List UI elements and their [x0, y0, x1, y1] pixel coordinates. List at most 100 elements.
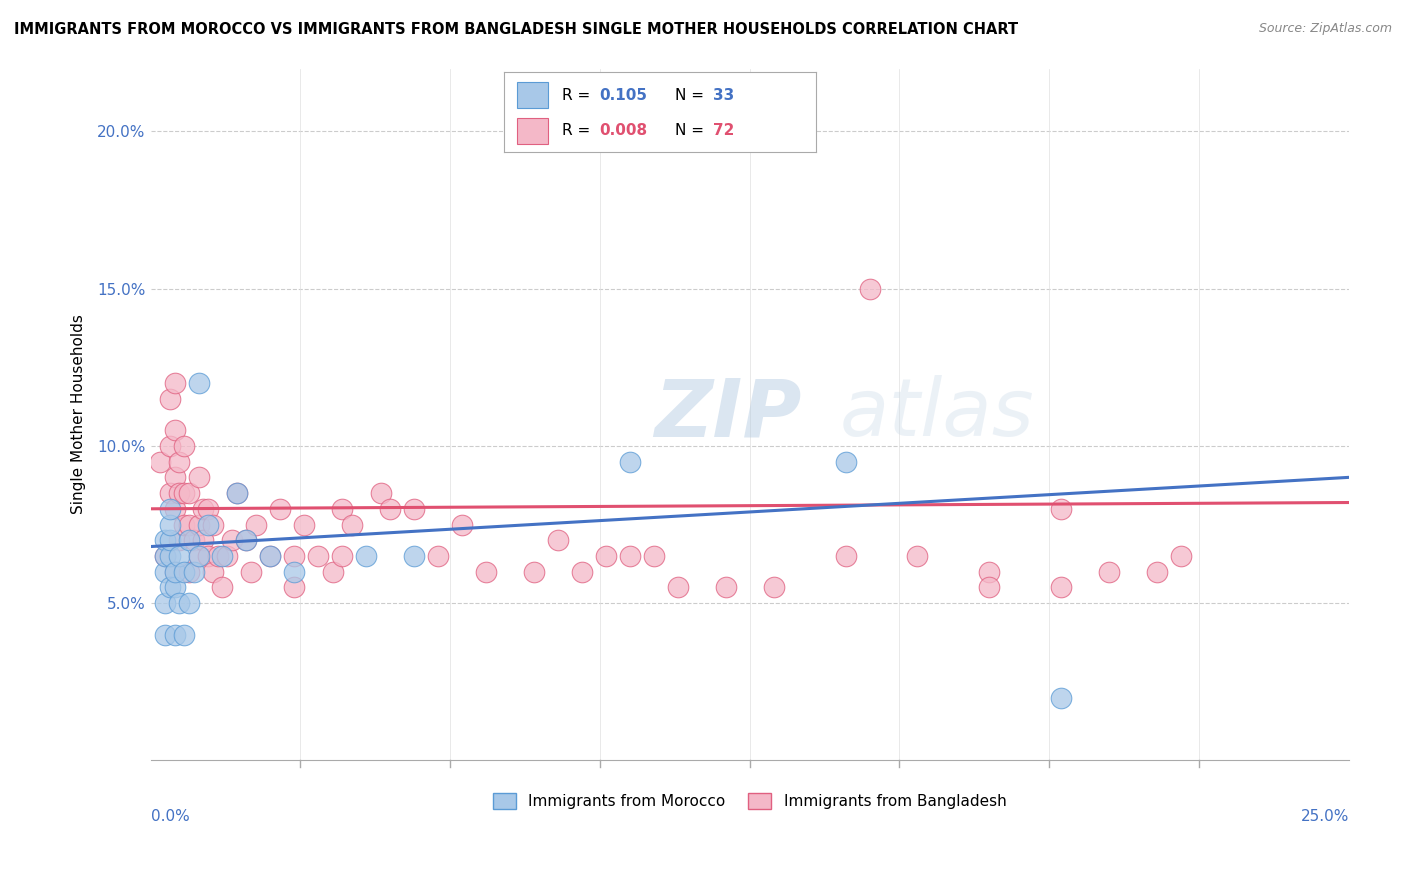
Point [187, 549, 209, 563]
Point [159, 581, 181, 595]
Point [153, 565, 176, 579]
Point [269, 501, 291, 516]
Point [259, 549, 281, 563]
Point [159, 517, 181, 532]
Point [427, 549, 450, 563]
Point [283, 565, 305, 579]
Point [475, 565, 498, 579]
Point [193, 533, 215, 548]
Point [169, 486, 191, 500]
Point [404, 501, 426, 516]
Point [292, 517, 315, 532]
Point [153, 533, 176, 548]
Point [523, 565, 546, 579]
Point [187, 376, 209, 390]
Point [225, 486, 247, 500]
Point [193, 501, 215, 516]
Text: IMMIGRANTS FROM MOROCCO VS IMMIGRANTS FROM BANGLADESH SINGLE MOTHER HOUSEHOLDS C: IMMIGRANTS FROM MOROCCO VS IMMIGRANTS FR… [14, 22, 1018, 37]
Point [217, 549, 239, 563]
Point [173, 439, 195, 453]
Point [163, 376, 186, 390]
Point [169, 455, 191, 469]
Point [159, 439, 181, 453]
Point [1050, 581, 1073, 595]
Point [187, 470, 209, 484]
Point [834, 455, 856, 469]
Point [380, 501, 402, 516]
Point [163, 581, 186, 595]
Point [177, 565, 200, 579]
Point [235, 533, 257, 548]
Point [322, 565, 344, 579]
Point [240, 565, 263, 579]
Point [159, 486, 181, 500]
Point [259, 549, 281, 563]
Point [187, 549, 209, 563]
Point [159, 533, 181, 548]
Point [149, 455, 172, 469]
Point [221, 533, 243, 548]
Point [666, 581, 689, 595]
Point [1146, 565, 1168, 579]
Point [547, 533, 569, 548]
Point [187, 517, 209, 532]
Point [595, 549, 617, 563]
Point [177, 596, 200, 610]
Point [173, 517, 195, 532]
Point [163, 627, 186, 641]
Y-axis label: Single Mother Households: Single Mother Households [72, 315, 86, 515]
Point [177, 533, 200, 548]
Point [163, 565, 186, 579]
Point [201, 565, 224, 579]
Point [159, 392, 181, 406]
Point [451, 517, 474, 532]
Point [619, 455, 641, 469]
Point [907, 549, 929, 563]
Point [307, 549, 329, 563]
Point [169, 533, 191, 548]
Point [173, 627, 195, 641]
Point [1098, 565, 1121, 579]
Point [183, 533, 205, 548]
Point [225, 486, 247, 500]
Point [153, 627, 176, 641]
Point [169, 596, 191, 610]
Point [211, 581, 233, 595]
Point [356, 549, 378, 563]
Point [714, 581, 737, 595]
Point [163, 423, 186, 437]
Point [858, 282, 880, 296]
Point [163, 565, 186, 579]
Point [340, 517, 363, 532]
Point [207, 549, 229, 563]
Point [159, 549, 181, 563]
Point [163, 501, 186, 516]
Point [153, 596, 176, 610]
Point [330, 501, 353, 516]
Legend: Immigrants from Morocco, Immigrants from Bangladesh: Immigrants from Morocco, Immigrants from… [486, 787, 1012, 815]
Point [1050, 501, 1073, 516]
Point [197, 517, 219, 532]
Text: 25.0%: 25.0% [1301, 809, 1348, 824]
Point [197, 549, 219, 563]
Point [169, 549, 191, 563]
Point [619, 549, 641, 563]
Point [245, 517, 267, 532]
Point [330, 549, 353, 563]
Point [153, 549, 176, 563]
Point [1170, 549, 1192, 563]
Point [979, 581, 1001, 595]
Point [163, 470, 186, 484]
Point [177, 517, 200, 532]
Text: Source: ZipAtlas.com: Source: ZipAtlas.com [1258, 22, 1392, 36]
Point [159, 501, 181, 516]
Point [235, 533, 257, 548]
Point [1050, 690, 1073, 705]
Text: ZIP: ZIP [654, 376, 801, 453]
Point [183, 565, 205, 579]
Point [173, 565, 195, 579]
Point [834, 549, 856, 563]
Text: atlas: atlas [839, 376, 1035, 453]
Point [283, 549, 305, 563]
Point [153, 549, 176, 563]
